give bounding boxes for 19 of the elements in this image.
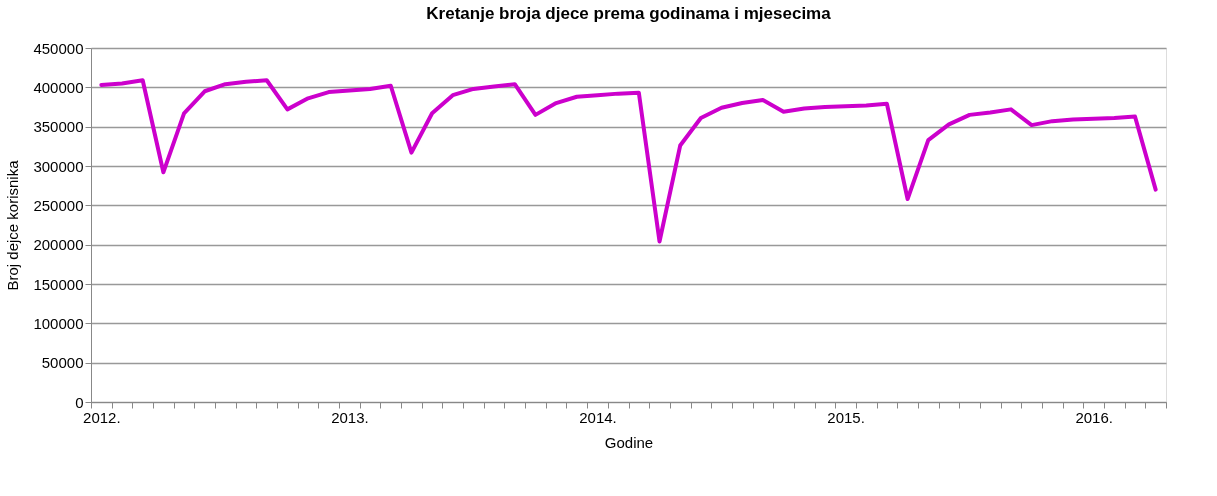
y-tick-label: 450000 bbox=[33, 39, 84, 57]
line-series bbox=[99, 78, 1158, 244]
x-tick-label: 2013. bbox=[331, 408, 369, 426]
y-tick-label: 50000 bbox=[41, 354, 84, 372]
y-tick-label: 0 bbox=[75, 393, 84, 411]
y-tick-label: 250000 bbox=[33, 196, 84, 214]
y-tick-label: 200000 bbox=[33, 236, 84, 254]
y-axis-title: Broj dejce korisnika bbox=[4, 159, 22, 291]
x-tick-label: 2012. bbox=[83, 408, 121, 426]
x-axis-title: Godine bbox=[604, 433, 654, 451]
chart-title: Kretanje broja djece prema godinama i mjesecima bbox=[426, 4, 832, 23]
y-tick-label: 150000 bbox=[33, 275, 84, 293]
y-tick-label: 300000 bbox=[33, 157, 84, 175]
x-tick-label: 2015. bbox=[827, 408, 865, 426]
y-tick-label: 350000 bbox=[33, 118, 84, 136]
x-tick-label: 2016. bbox=[1075, 408, 1113, 426]
x-tick-label: 2014. bbox=[579, 408, 617, 426]
y-tick-label: 100000 bbox=[33, 314, 84, 332]
y-tick-label: 400000 bbox=[33, 78, 84, 96]
